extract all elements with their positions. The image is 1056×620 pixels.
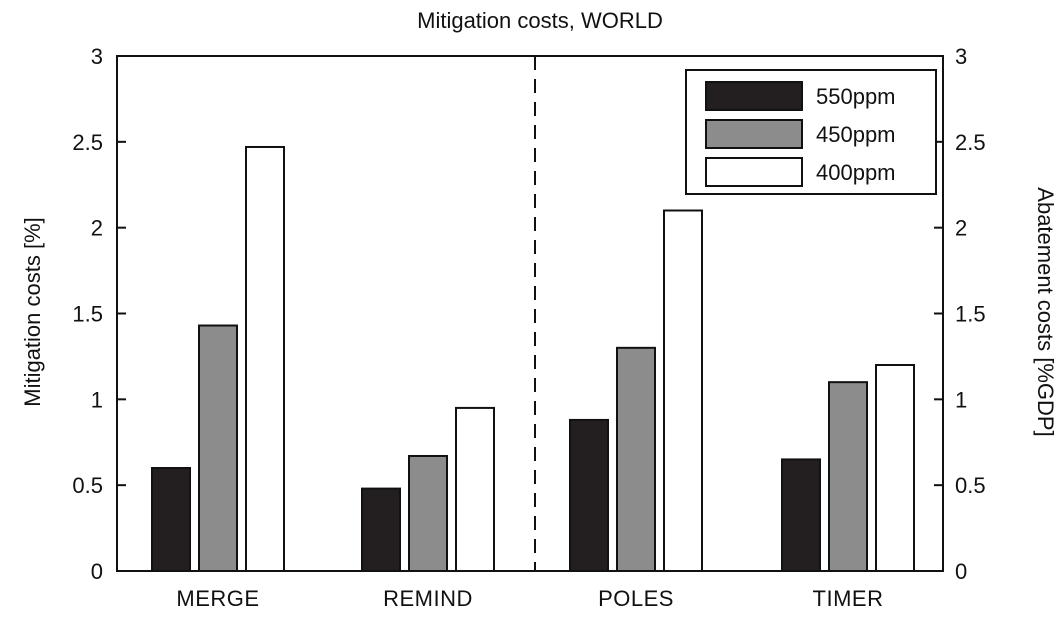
bars-group [151,145,915,573]
legend-swatch-450ppm [705,119,803,149]
legend-swatch-550ppm [705,81,803,111]
bar-timer-400ppm [875,364,915,572]
y-tick-label-right: 2.5 [955,130,986,155]
y-tick-label-left: 0 [91,559,103,584]
legend-label-400ppm: 400ppm [816,160,896,185]
bar-poles-400ppm [663,209,703,572]
bar-merge-400ppm [245,145,285,572]
y-axis-label-left: Mitigation costs [%] [20,217,45,407]
y-tick-label-left: 1.5 [72,302,103,327]
bar-timer-550ppm [781,458,821,572]
chart-title: Mitigation costs, WORLD [417,8,663,33]
y-tick-label-left: 2.5 [72,130,103,155]
x-tick-label-remind: REMIND [383,586,473,611]
y-tick-label-right: 0 [955,559,967,584]
category-labels-group: MERGE REMIND POLES TIMER [176,586,883,611]
y-tick-label-right: 3 [955,44,967,69]
legend-label-450ppm: 450ppm [816,122,896,147]
bar-remind-450ppm [408,454,448,573]
y-axis-label-right: Abatement costs [%GDP] [1033,187,1056,436]
bar-merge-550ppm [151,467,191,572]
y-tick-label-right: 1.5 [955,302,986,327]
y-tick-label-left: 0.5 [72,473,103,498]
bar-poles-550ppm [569,418,609,572]
y-tick-label-right: 0.5 [955,473,986,498]
y-tick-label-left: 2 [91,216,103,241]
y-tick-label-right: 2 [955,216,967,241]
bar-poles-450ppm [616,346,656,573]
ticks-group: 0 0 0.5 0.5 1 1 1.5 1.5 2 2 2.5 2.5 3 3 [72,44,985,584]
x-tick-label-poles: POLES [598,586,674,611]
x-tick-label-timer: TIMER [813,586,884,611]
y-tick-label-left: 1 [91,387,103,412]
bar-remind-550ppm [361,487,401,573]
x-tick-label-merge: MERGE [176,586,259,611]
legend-label-550ppm: 550ppm [816,84,896,109]
bar-remind-400ppm [455,406,495,572]
y-tick-label-left: 3 [91,44,103,69]
bar-timer-450ppm [828,381,868,572]
y-tick-label-right: 1 [955,387,967,412]
bar-merge-450ppm [198,324,238,572]
legend-swatch-400ppm [705,157,803,187]
legend: 550ppm 450ppm 400ppm [685,69,937,195]
